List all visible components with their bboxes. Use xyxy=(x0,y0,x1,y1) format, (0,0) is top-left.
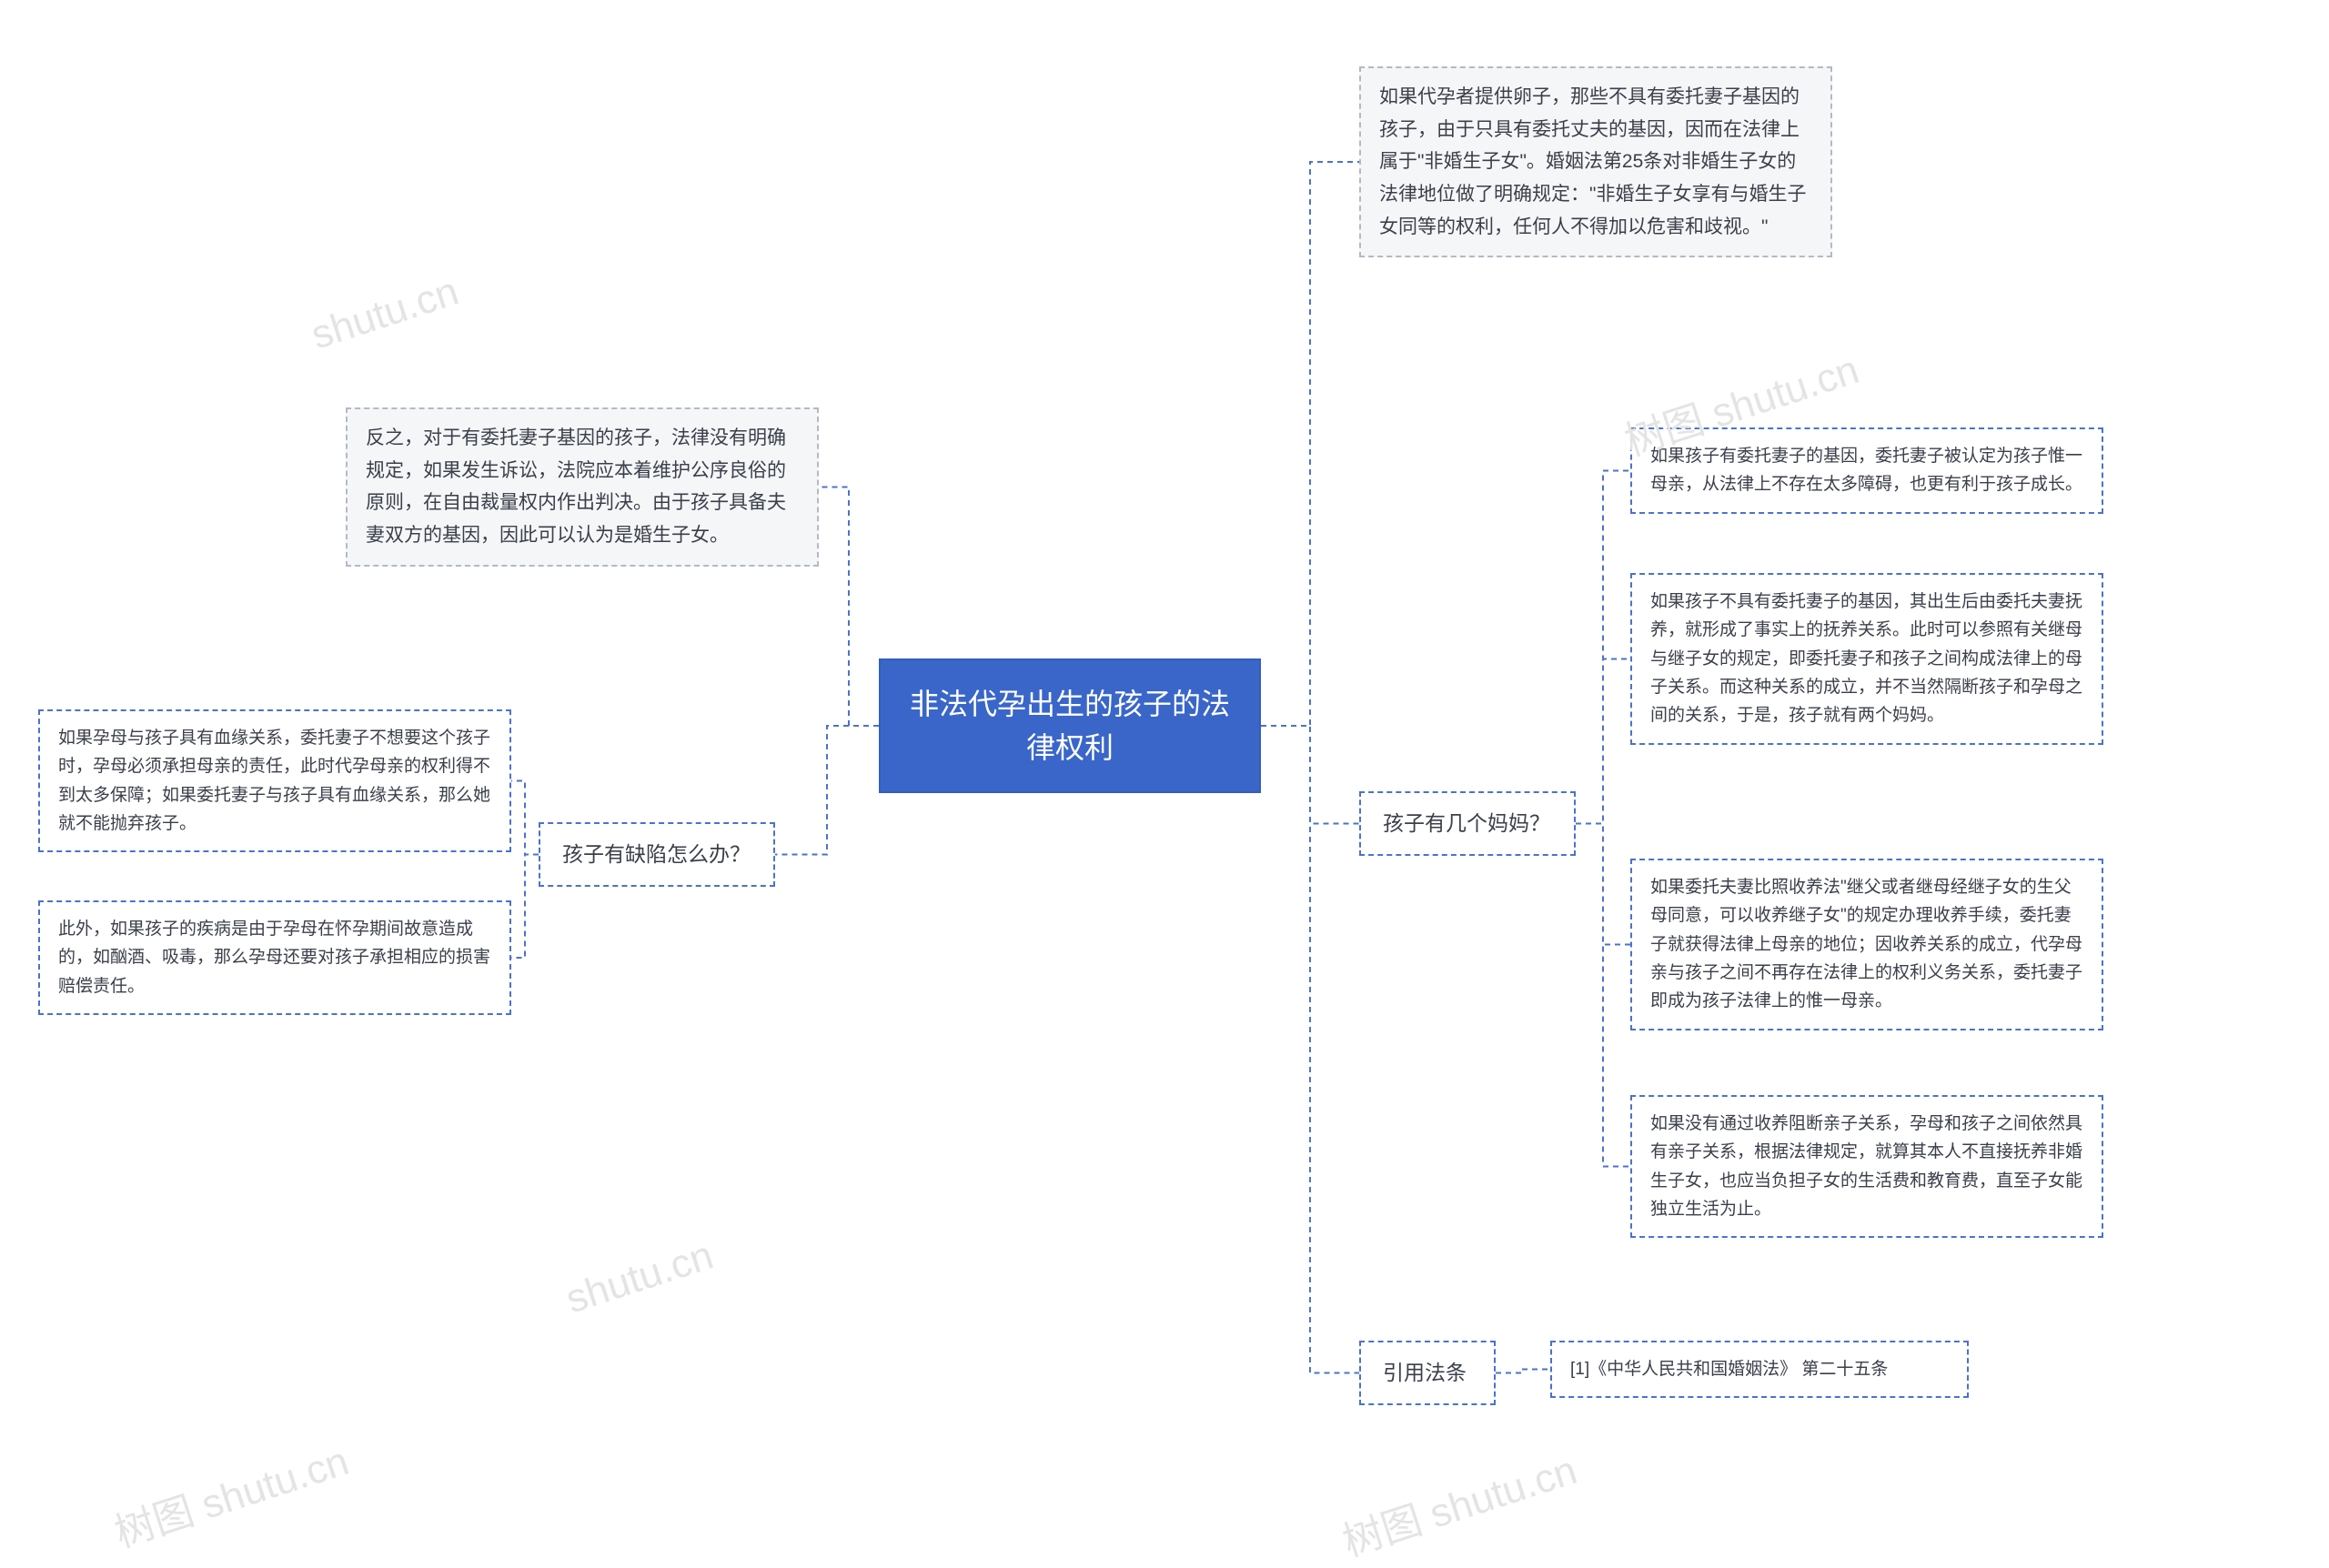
right-branch-3[interactable]: 引用法条 xyxy=(1359,1341,1496,1405)
right-leaf-2b[interactable]: 如果孩子不具有委托妻子的基因，其出生后由委托夫妻抚养，就形成了事实上的抚养关系。… xyxy=(1630,573,2103,745)
left-leaf-2a[interactable]: 如果孕母与孩子具有血缘关系，委托妻子不想要这个孩子时，孕母必须承担母亲的责任，此… xyxy=(38,709,511,852)
mindmap-canvas: 非法代孕出生的孩子的法律权利 反之，对于有委托妻子基因的孩子，法律没有明确规定，… xyxy=(0,0,2329,1498)
left-branch-1[interactable]: 反之，对于有委托妻子基因的孩子，法律没有明确规定，如果发生诉讼，法院应本着维护公… xyxy=(346,407,819,567)
watermark: shutu.cn xyxy=(306,269,464,359)
watermark: 树图 shutu.cn xyxy=(1335,1437,1583,1567)
right-branch-2[interactable]: 孩子有几个妈妈？ xyxy=(1359,791,1576,856)
right-leaf-3a[interactable]: [1]《中华人民共和国婚姻法》 第二十五条 xyxy=(1550,1341,1969,1398)
right-branch-1[interactable]: 如果代孕者提供卵子，那些不具有委托妻子基因的孩子，由于只具有委托丈夫的基因，因而… xyxy=(1359,66,1832,257)
watermark: shutu.cn xyxy=(560,1233,719,1323)
left-branch-2[interactable]: 孩子有缺陷怎么办？ xyxy=(539,822,775,887)
watermark: 树图 shutu.cn xyxy=(106,1428,355,1558)
left-leaf-2b[interactable]: 此外，如果孩子的疾病是由于孕母在怀孕期间故意造成的，如酗酒、吸毒，那么孕母还要对… xyxy=(38,900,511,1015)
right-leaf-2c[interactable]: 如果委托夫妻比照收养法"继父或者继母经继子女的生父母同意，可以收养继子女"的规定… xyxy=(1630,859,2103,1030)
root-node[interactable]: 非法代孕出生的孩子的法律权利 xyxy=(879,658,1261,793)
right-leaf-2a[interactable]: 如果孩子有委托妻子的基因，委托妻子被认定为孩子惟一母亲，从法律上不存在太多障碍，… xyxy=(1630,427,2103,514)
right-leaf-2d[interactable]: 如果没有通过收养阻断亲子关系，孕母和孩子之间依然具有亲子关系，根据法律规定，就算… xyxy=(1630,1095,2103,1238)
